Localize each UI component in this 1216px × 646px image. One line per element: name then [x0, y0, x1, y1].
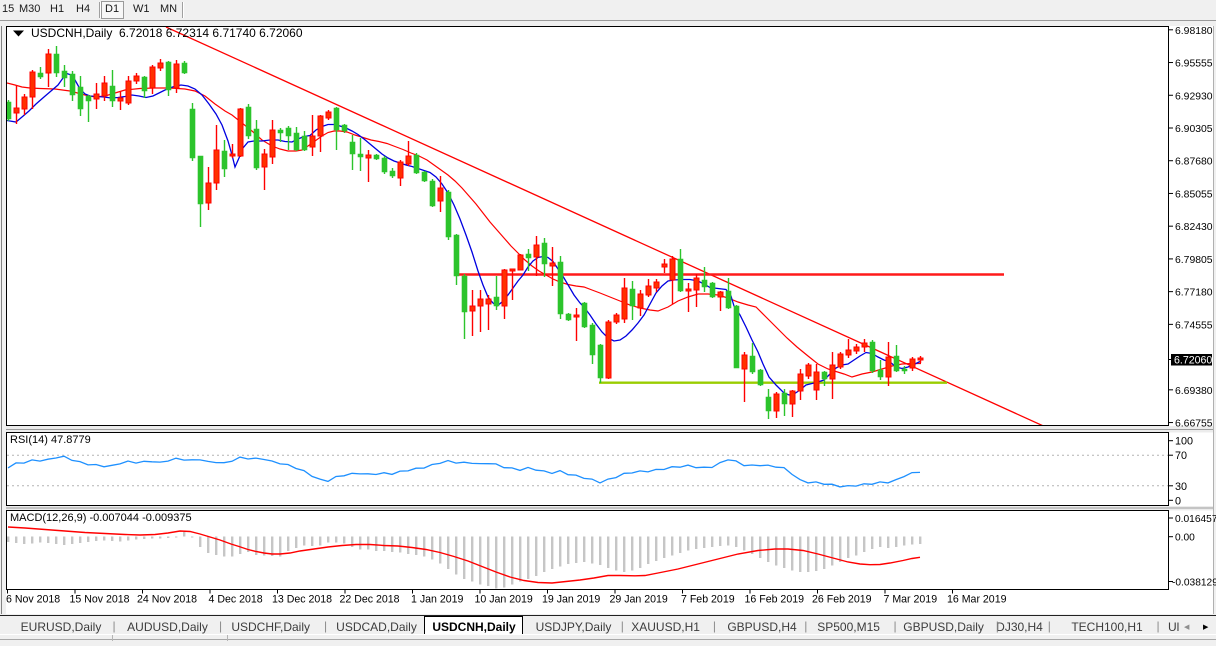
svg-text:24 Nov 2018: 24 Nov 2018	[137, 594, 197, 606]
svg-text:70: 70	[1175, 450, 1187, 462]
svg-text:7 Feb 2019: 7 Feb 2019	[681, 594, 735, 606]
svg-text:6.66755: 6.66755	[1175, 419, 1213, 430]
svg-text:30: 30	[1175, 481, 1187, 493]
svg-text:22 Dec 2018: 22 Dec 2018	[340, 594, 400, 606]
svg-text:6.77180: 6.77180	[1175, 288, 1213, 299]
svg-text:100: 100	[1175, 436, 1193, 448]
svg-text:6.87680: 6.87680	[1175, 157, 1213, 168]
svg-text:16 Feb 2019: 16 Feb 2019	[745, 594, 805, 606]
svg-text:6.98180: 6.98180	[1175, 26, 1213, 37]
svg-text:MACD(12,26,9) -0.007044 -0.009: MACD(12,26,9) -0.007044 -0.009375	[10, 512, 192, 524]
svg-text:6.79805: 6.79805	[1175, 255, 1213, 266]
svg-text:0: 0	[1175, 495, 1181, 507]
svg-text:15 Nov 2018: 15 Nov 2018	[70, 594, 130, 606]
svg-text:6.69380: 6.69380	[1175, 386, 1213, 397]
svg-text:6.74555: 6.74555	[1175, 320, 1213, 331]
svg-text:6 Nov 2018: 6 Nov 2018	[6, 594, 60, 606]
svg-text:7 Mar 2019: 7 Mar 2019	[884, 594, 938, 606]
svg-text:6.85055: 6.85055	[1175, 189, 1213, 200]
svg-text:26 Feb 2019: 26 Feb 2019	[812, 594, 872, 606]
svg-text:-0.038129: -0.038129	[1172, 578, 1216, 589]
svg-text:13 Dec 2018: 13 Dec 2018	[272, 594, 332, 606]
svg-text:6.82430: 6.82430	[1175, 222, 1213, 233]
svg-text:29 Jan 2019: 29 Jan 2019	[610, 594, 668, 606]
svg-text:1 Jan 2019: 1 Jan 2019	[411, 594, 464, 606]
svg-text:RSI(14) 47.8779: RSI(14) 47.8779	[10, 434, 91, 446]
svg-text:6.90305: 6.90305	[1175, 124, 1213, 135]
svg-text:4 Dec 2018: 4 Dec 2018	[209, 594, 263, 606]
svg-text:0.00: 0.00	[1175, 533, 1195, 544]
svg-text:19 Jan 2019: 19 Jan 2019	[542, 594, 600, 606]
svg-text:0.016457: 0.016457	[1175, 514, 1216, 525]
svg-text:6.92930: 6.92930	[1175, 91, 1213, 102]
svg-text:USDCNH,Daily 6.72018 6.72314: USDCNH,Daily 6.72018 6.72314 6.71740 6.7…	[31, 26, 303, 40]
svg-text:16 Mar 2019: 16 Mar 2019	[947, 594, 1007, 606]
svg-text:6.72060: 6.72060	[1174, 355, 1212, 367]
svg-text:10 Jan 2019: 10 Jan 2019	[475, 594, 533, 606]
svg-text:6.95555: 6.95555	[1175, 59, 1213, 70]
